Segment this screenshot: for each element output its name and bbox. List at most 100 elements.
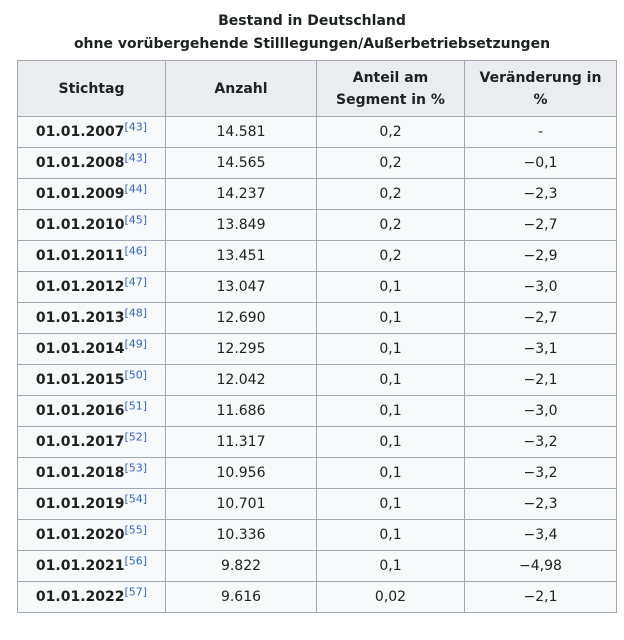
reference-link[interactable]: [48] (124, 306, 148, 320)
row-stichtag: 01.01.2008[43] (17, 147, 166, 179)
caption-line-2: ohne vorübergehende Stilllegungen/Außerb… (73, 36, 551, 52)
row-anteil: 0,1 (316, 333, 465, 365)
row-stichtag: 01.01.2011[46] (17, 240, 166, 272)
reference-link[interactable]: [54] (124, 492, 148, 506)
row-stichtag: 01.01.2014[49] (17, 333, 166, 365)
row-stichtag: 01.01.2012[47] (17, 271, 166, 303)
row-anteil: 0,2 (316, 178, 465, 210)
row-veraenderung: −3,0 (464, 271, 617, 303)
row-veraenderung: −3,1 (464, 333, 617, 365)
row-anteil: 0,1 (316, 519, 465, 551)
row-anzahl: 10.956 (165, 457, 317, 489)
row-stichtag: 01.01.2021[56] (17, 550, 166, 582)
table-row: 01.01.2015[50] 12.042 0,1 −2,1 (17, 364, 617, 396)
row-veraenderung: −3,4 (464, 519, 617, 551)
row-veraenderung: −2,3 (464, 488, 617, 520)
row-veraenderung: −2,7 (464, 209, 617, 241)
row-anteil: 0,1 (316, 271, 465, 303)
row-anzahl: 11.686 (165, 395, 317, 427)
table-row: 01.01.2010[45] 13.849 0,2 −2,7 (17, 209, 617, 241)
row-veraenderung: −2,1 (464, 364, 617, 396)
row-stichtag: 01.01.2015[50] (17, 364, 166, 396)
stichtag-date: 01.01.2007 (35, 124, 125, 140)
row-anteil: 0,1 (316, 426, 465, 458)
row-veraenderung: −2,3 (464, 178, 617, 210)
header-stichtag: Stichtag (17, 60, 166, 117)
row-stichtag: 01.01.2020[55] (17, 519, 166, 551)
row-anzahl: 13.047 (165, 271, 317, 303)
reference-link[interactable]: [51] (124, 399, 148, 413)
row-anteil: 0,02 (316, 581, 465, 613)
row-veraenderung: −0,1 (464, 147, 617, 179)
stichtag-date: 01.01.2019 (35, 496, 125, 512)
stichtag-date: 01.01.2013 (35, 310, 125, 326)
reference-link[interactable]: [57] (124, 585, 148, 599)
reference-link[interactable]: [49] (124, 337, 148, 351)
header-veraenderung: Veränderung in % (464, 60, 617, 117)
row-anteil: 0,1 (316, 364, 465, 396)
reference-link[interactable]: [44] (124, 182, 148, 196)
row-veraenderung: −3,2 (464, 426, 617, 458)
stichtag-date: 01.01.2011 (35, 248, 125, 264)
reference-link[interactable]: [43] (124, 120, 148, 134)
row-anteil: 0,1 (316, 395, 465, 427)
header-anteil: Anteil am Segment in % (316, 60, 465, 117)
row-veraenderung: −4,98 (464, 550, 617, 582)
row-stichtag: 01.01.2016[51] (17, 395, 166, 427)
stichtag-date: 01.01.2015 (35, 372, 125, 388)
reference-link[interactable]: [43] (124, 151, 148, 165)
row-anzahl: 12.295 (165, 333, 317, 365)
row-stichtag: 01.01.2007[43] (17, 116, 166, 148)
stichtag-date: 01.01.2010 (35, 217, 125, 233)
row-anteil: 0,2 (316, 209, 465, 241)
row-stichtag: 01.01.2022[57] (17, 581, 166, 613)
stichtag-date: 01.01.2020 (35, 527, 125, 543)
row-stichtag: 01.01.2010[45] (17, 209, 166, 241)
row-stichtag: 01.01.2018[53] (17, 457, 166, 489)
statistics-table: Stichtag Anzahl Anteil am Segment in % V… (17, 60, 617, 613)
stichtag-date: 01.01.2022 (35, 589, 125, 605)
reference-link[interactable]: [52] (124, 430, 148, 444)
reference-link[interactable]: [55] (124, 523, 148, 537)
table-caption: Bestand in Deutschland ohne vorübergehen… (0, 10, 624, 56)
row-anteil: 0,2 (316, 116, 465, 148)
table-row: 01.01.2013[48] 12.690 0,1 −2,7 (17, 302, 617, 334)
reference-link[interactable]: [46] (124, 244, 148, 258)
row-anzahl: 11.317 (165, 426, 317, 458)
stichtag-date: 01.01.2009 (35, 186, 125, 202)
table-row: 01.01.2018[53] 10.956 0,1 −3,2 (17, 457, 617, 489)
row-veraenderung: −2,1 (464, 581, 617, 613)
table-row: 01.01.2007[43] 14.581 0,2- (17, 116, 617, 148)
header-anteil-line-2: Segment in % (336, 91, 445, 108)
row-anteil: 0,2 (316, 240, 465, 272)
row-anteil: 0,1 (316, 302, 465, 334)
stichtag-date: 01.01.2018 (35, 465, 125, 481)
reference-link[interactable]: [45] (124, 213, 148, 227)
table-row: 01.01.2009[44] 14.237 0,2 −2,3 (17, 178, 617, 210)
row-anzahl: 13.451 (165, 240, 317, 272)
row-veraenderung: - (464, 116, 617, 148)
row-anteil: 0,2 (316, 147, 465, 179)
row-anzahl: 14.237 (165, 178, 317, 210)
header-anzahl: Anzahl (165, 60, 317, 117)
stichtag-date: 01.01.2008 (35, 155, 125, 171)
row-stichtag: 01.01.2017[52] (17, 426, 166, 458)
table-row: 01.01.2019[54] 10.701 0,1 −2,3 (17, 488, 617, 520)
reference-link[interactable]: [53] (124, 461, 148, 475)
reference-link[interactable]: [50] (124, 368, 148, 382)
row-anzahl: 14.565 (165, 147, 317, 179)
header-row: Stichtag Anzahl Anteil am Segment in % V… (17, 60, 617, 117)
header-anteil-line-1: Anteil am (352, 69, 429, 86)
row-anteil: 0,1 (316, 550, 465, 582)
table-row: 01.01.2012[47] 13.047 0,1 −3,0 (17, 271, 617, 303)
row-anzahl: 12.042 (165, 364, 317, 396)
row-anzahl: 13.849 (165, 209, 317, 241)
reference-link[interactable]: [56] (124, 554, 148, 568)
table-row: 01.01.2011[46] 13.451 0,2 −2,9 (17, 240, 617, 272)
stichtag-date: 01.01.2017 (35, 434, 125, 450)
reference-link[interactable]: [47] (124, 275, 148, 289)
row-anzahl: 9.616 (165, 581, 317, 613)
table-row: 01.01.2021[56] 9.822 0,1 −4,98 (17, 550, 617, 582)
table-row: 01.01.2020[55] 10.336 0,1 −3,4 (17, 519, 617, 551)
row-anteil: 0,1 (316, 488, 465, 520)
